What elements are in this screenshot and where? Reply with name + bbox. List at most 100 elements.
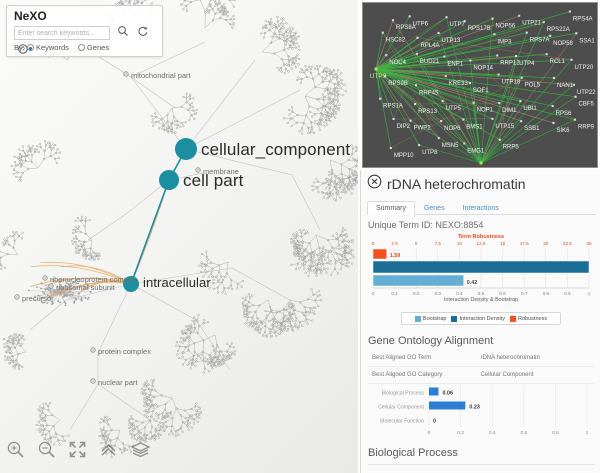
search-input[interactable] — [14, 26, 110, 40]
gene-node[interactable] — [574, 95, 577, 98]
gene-node[interactable] — [520, 76, 523, 79]
gene-node[interactable] — [437, 136, 440, 140]
layers-icon[interactable] — [130, 440, 151, 464]
gene-node[interactable] — [498, 102, 501, 105]
gene-node[interactable] — [493, 33, 496, 36]
tab-summary[interactable]: Summary — [367, 201, 415, 215]
tree-node[interactable] — [48, 283, 54, 289]
tab-genes[interactable]: Genes — [423, 205, 445, 212]
tree-node-highlighted[interactable] — [123, 276, 139, 292]
gene-node[interactable] — [515, 54, 518, 58]
gene-node[interactable] — [568, 10, 571, 13]
gene-node-label: RPS17B — [468, 26, 491, 32]
search-row[interactable]: ? — [14, 24, 157, 54]
tree-node[interactable] — [90, 347, 96, 353]
chart2-bar — [429, 387, 439, 396]
gene-node[interactable] — [519, 100, 522, 103]
gene-node[interactable] — [409, 119, 412, 122]
tree-node-label: protein complex — [98, 347, 151, 356]
tree-node[interactable] — [195, 167, 201, 173]
gene-node[interactable] — [552, 121, 555, 125]
search-icon[interactable] — [117, 24, 129, 42]
gene-node[interactable] — [440, 120, 443, 123]
gene-node[interactable] — [414, 84, 418, 87]
detail-tabs[interactable]: Summary Genes Interactions — [367, 198, 596, 215]
legend-swatch-interaction-density — [451, 315, 458, 322]
gene-node[interactable] — [525, 31, 528, 34]
gene-network-panel[interactable]: RPS8A UTP6 UTP7 RPS17B NOP56 UTP21 RPS22A RPS4A… — [362, 2, 598, 168]
radio-genes[interactable] — [77, 44, 85, 51]
gene-node[interactable] — [572, 83, 575, 86]
close-icon[interactable] — [367, 174, 382, 194]
reset-icon[interactable] — [137, 24, 149, 42]
chart2-tick-label: 0.4 — [489, 430, 496, 436]
gene-node[interactable] — [389, 146, 392, 150]
gene-node[interactable] — [415, 52, 418, 55]
gene-node[interactable] — [445, 16, 448, 19]
search-panel[interactable]: NeXO ? — [6, 5, 163, 57]
gene-node[interactable] — [385, 54, 388, 57]
gene-node[interactable] — [545, 53, 548, 56]
go-category-key: Best Aligned GO Category — [368, 366, 477, 384]
fit-to-screen-icon[interactable] — [68, 440, 87, 464]
term-detail-panel[interactable]: rDNA heterochromatin Summary Genes Inter… — [360, 170, 600, 473]
tree-node-highlighted[interactable] — [175, 138, 197, 160]
gene-node[interactable] — [520, 120, 523, 123]
tree-node[interactable] — [42, 275, 48, 281]
gene-node[interactable] — [414, 103, 417, 106]
gene-node[interactable] — [379, 97, 382, 100]
tree-node[interactable] — [14, 294, 20, 300]
search-filter-row[interactable]: By: Keywords Genes — [14, 43, 116, 52]
gene-node[interactable] — [498, 138, 501, 141]
gene-node[interactable] — [416, 36, 419, 39]
gene-node[interactable] — [542, 21, 545, 24]
gene-node[interactable] — [472, 101, 475, 104]
gene-node-label: UBI1 — [523, 106, 537, 112]
ontology-tree-panel[interactable]: mitochondrial part membrane protein comple… — [0, 0, 358, 473]
gene-node[interactable] — [469, 59, 472, 62]
gene-node[interactable] — [497, 73, 500, 76]
tree-node-highlighted[interactable] — [159, 170, 179, 190]
gene-node[interactable] — [549, 34, 552, 37]
gene-node[interactable] — [443, 55, 446, 58]
gene-node[interactable] — [381, 31, 384, 34]
gene-node[interactable] — [437, 31, 440, 35]
gene-node[interactable] — [551, 104, 554, 108]
gene-node[interactable] — [552, 76, 556, 80]
gene-node[interactable] — [384, 74, 387, 78]
tree-toolbar[interactable] — [6, 435, 151, 469]
gene-node[interactable] — [462, 118, 465, 121]
gene-node[interactable] — [463, 20, 466, 23]
gene-node[interactable] — [392, 117, 395, 121]
tree-node-label: membrane — [203, 167, 239, 176]
collapse-icon[interactable] — [99, 440, 118, 464]
filter-option-genes[interactable]: Genes — [77, 43, 109, 52]
gene-node[interactable] — [570, 58, 573, 61]
tree-node[interactable] — [123, 71, 129, 77]
tree-node[interactable] — [90, 378, 96, 384]
gene-node[interactable] — [391, 19, 395, 22]
chart1-top-tick-label: 15 — [500, 241, 506, 246]
gene-node[interactable] — [491, 117, 494, 120]
gene-node[interactable] — [408, 15, 411, 18]
zoom-in-icon[interactable] — [6, 440, 25, 464]
gene-node[interactable] — [463, 142, 466, 145]
ontology-tree-graph[interactable] — [0, 0, 358, 473]
gene-node[interactable] — [518, 14, 521, 17]
tab-interactions[interactable]: Interactions — [462, 205, 499, 212]
gene-node[interactable] — [479, 161, 483, 165]
gene-node[interactable] — [444, 75, 447, 78]
gene-node[interactable] — [441, 100, 444, 103]
gene-node[interactable] — [374, 67, 378, 71]
filter-by-label: By: — [14, 43, 25, 52]
gene-node[interactable] — [496, 54, 499, 57]
filter-option-keywords[interactable]: Keywords — [26, 43, 71, 52]
radio-keywords[interactable] — [26, 44, 34, 51]
gene-node[interactable] — [573, 118, 577, 121]
gene-node[interactable] — [468, 81, 471, 85]
zoom-out-icon[interactable] — [37, 440, 56, 464]
gene-node[interactable] — [491, 17, 494, 20]
gene-node[interactable] — [575, 32, 578, 35]
gene-node[interactable] — [418, 144, 421, 147]
